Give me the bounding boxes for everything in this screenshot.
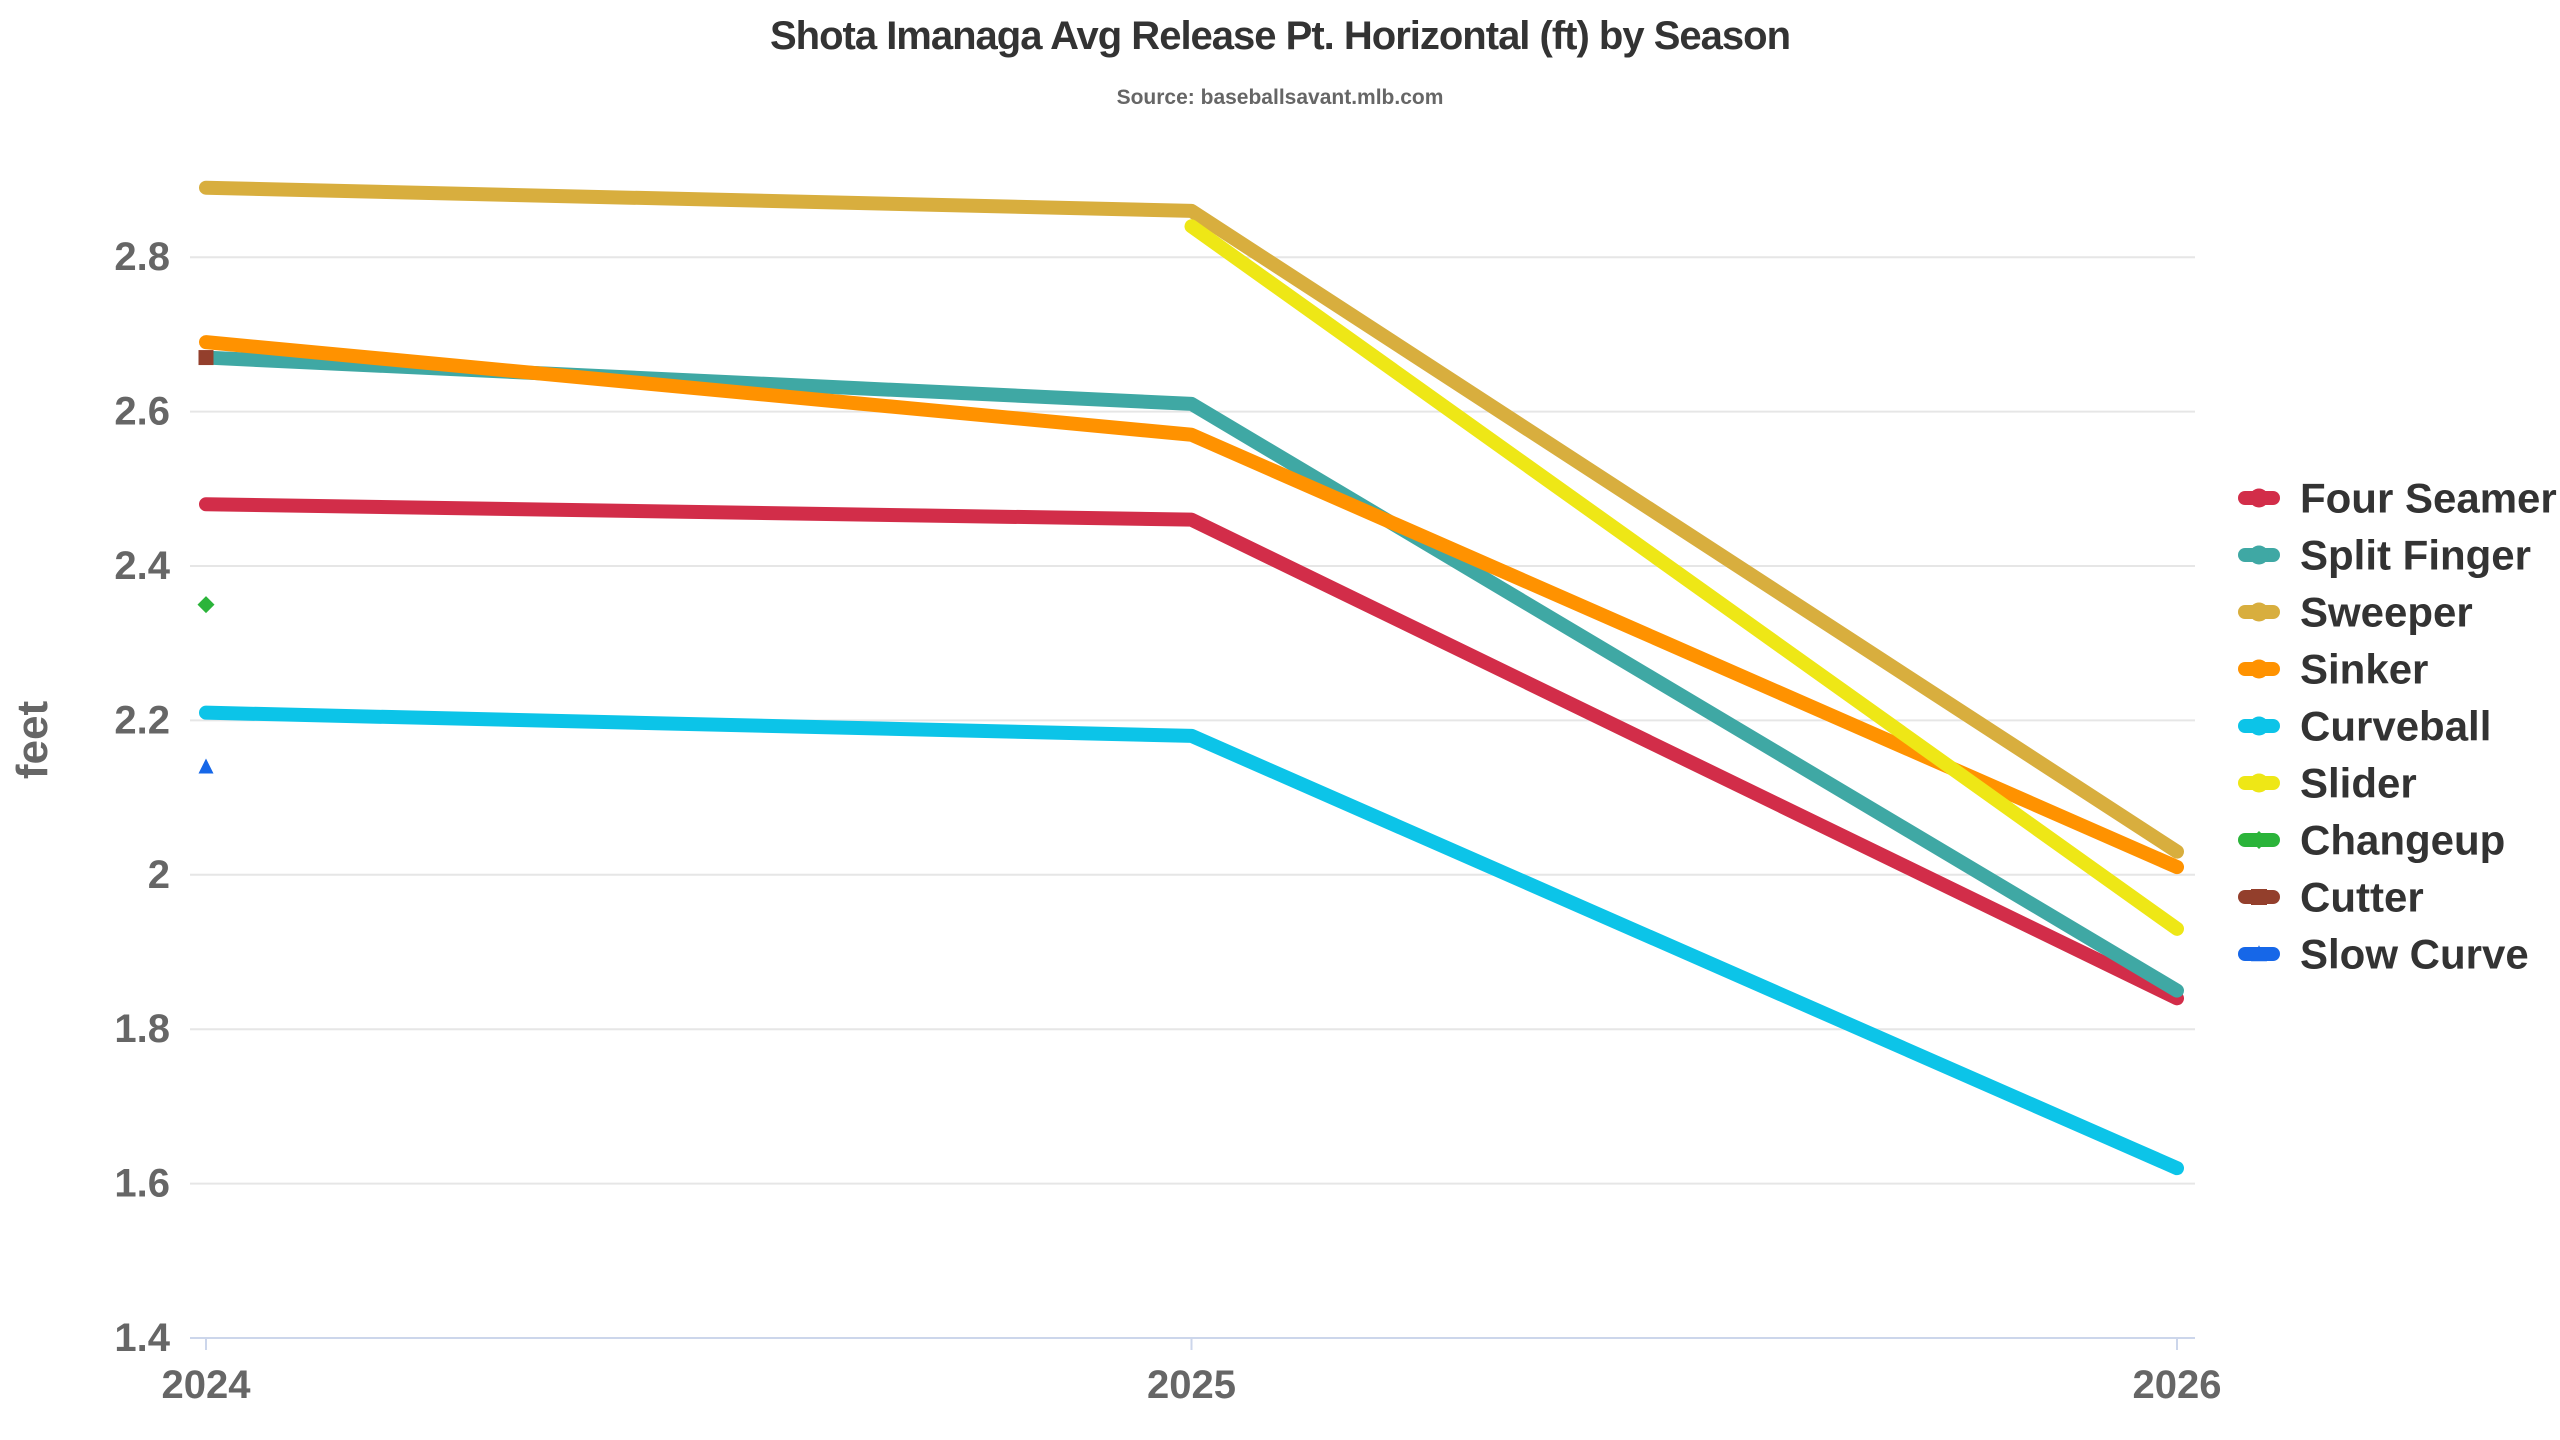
legend-marker-slider-circle-icon [2249,773,2269,793]
chart-subtitle: Source: baseballsavant.mlb.com [1116,86,1444,109]
legend-label-slider: Slider [2300,760,2417,807]
y-tick-label: 1.4 [114,1316,170,1360]
legend-item-changeup[interactable]: Changeup [2238,817,2505,864]
legend-label-split-finger: Split Finger [2300,532,2531,579]
y-axis-title: feet [8,701,57,780]
legend-label-four-seamer: Four Seamer [2300,475,2557,522]
x-tick-label: 2024 [162,1363,252,1407]
y-tick-label: 2.2 [114,698,170,742]
series-line-sweeper [199,180,2184,859]
legend-label-sweeper: Sweeper [2300,589,2473,636]
legend-item-slider[interactable]: Slider [2238,760,2417,807]
y-tick-label: 1.8 [114,1007,170,1051]
legend-label-curveball: Curveball [2300,703,2491,750]
legend-marker-sweeper-circle-icon [2249,602,2269,622]
series-line-split-finger [199,350,2184,998]
legend-marker-cutter-square-icon [2251,889,2267,905]
y-axis-labels: 1.4 1.6 1.8 2 2.2 2.4 2.6 2.8 [114,235,170,1360]
legend: Four Seamer Split Finger Sweeper Sinker Curv… [2238,475,2557,978]
legend-item-slow-curve[interactable]: Slow Curve [2238,931,2529,978]
y-tick-label: 2.6 [114,390,170,434]
chart-title: Shota Imanaga Avg Release Pt. Horizontal… [769,14,1791,58]
legend-marker-changeup-diamond-icon [2250,831,2268,849]
legend-item-four-seamer[interactable]: Four Seamer [2238,475,2557,522]
series-line-four-seamer [199,497,2184,1006]
y-tick-label: 2 [148,853,170,897]
series-point-changeup [197,596,215,614]
legend-item-curveball[interactable]: Curveball [2238,703,2491,750]
series-line-sinker [199,335,2184,875]
legend-item-sinker[interactable]: Sinker [2238,646,2428,693]
series-line-curveball [199,705,2184,1176]
legend-marker-four-seamer-circle-icon [2249,488,2269,508]
legend-label-cutter: Cutter [2300,874,2424,921]
x-tick-label: 2026 [2133,1363,2222,1407]
x-axis-labels: 2024 2025 2026 [162,1363,2222,1407]
y-tick-label: 2.8 [114,235,170,279]
series-group [197,180,2184,1176]
series-line-slider [1184,219,2184,936]
y-tick-label: 1.6 [114,1162,170,1206]
series-point-cutter [198,350,214,366]
legend-label-changeup: Changeup [2300,817,2505,864]
series-point-slow-curve [198,758,214,774]
x-tick-label: 2025 [1147,1363,1236,1407]
gridlines [190,256,2195,1339]
legend-item-split-finger[interactable]: Split Finger [2238,532,2531,579]
legend-marker-slow-curve-triangle-icon [2251,945,2267,962]
legend-item-sweeper[interactable]: Sweeper [2238,589,2473,636]
y-tick-label: 2.4 [114,544,170,588]
legend-marker-sinker-circle-icon [2249,659,2269,679]
legend-label-sinker: Sinker [2300,646,2428,693]
legend-label-slow-curve: Slow Curve [2300,931,2529,978]
legend-marker-split-finger-circle-icon [2249,545,2269,565]
legend-marker-curveball-circle-icon [2249,716,2269,736]
legend-item-cutter[interactable]: Cutter [2238,874,2424,921]
x-axis [190,1337,2195,1350]
